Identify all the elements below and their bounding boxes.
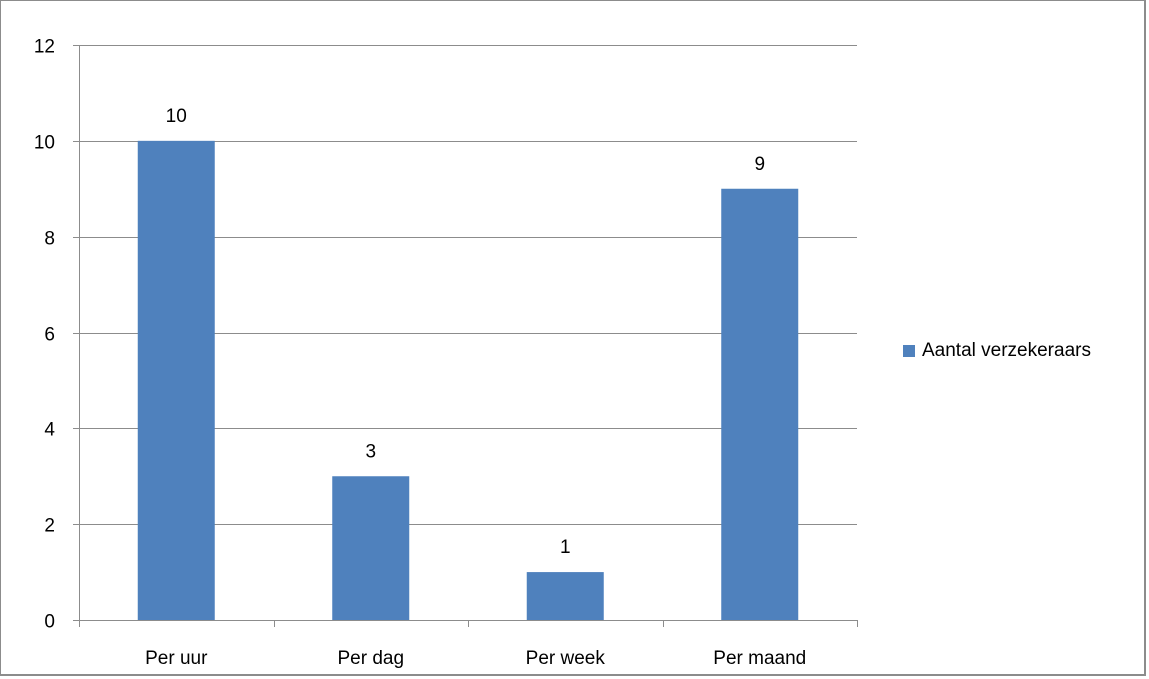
y-tick-label: 0 [44, 612, 55, 633]
data-label: 1 [560, 537, 571, 558]
x-axis: Per uur Per dag Per week Per maand [79, 620, 858, 669]
x-tick-label: Per maand [713, 648, 806, 669]
x-tick-label: Per uur [145, 648, 208, 669]
y-tick-label: 4 [44, 420, 55, 441]
y-tick-label: 12 [34, 37, 55, 58]
x-tick-label: Per dag [337, 648, 404, 669]
legend: Aantal verzekeraars [903, 340, 1091, 362]
legend-label: Aantal verzekeraars [922, 340, 1091, 361]
bars [137, 140, 799, 621]
y-tick-label: 2 [44, 516, 55, 537]
bar [721, 188, 799, 620]
y-tick-label: 10 [34, 133, 55, 154]
legend-swatch [903, 345, 915, 357]
y-tick-label: 8 [44, 229, 55, 250]
data-label: 10 [166, 106, 187, 127]
data-labels: 10 3 1 9 [166, 106, 765, 558]
data-label: 3 [365, 441, 376, 462]
bar [137, 140, 215, 621]
data-label: 9 [754, 154, 765, 175]
x-tick-label: Per week [526, 648, 606, 669]
y-axis-ticks: 0 2 4 6 8 10 12 [34, 37, 80, 633]
bar [332, 476, 410, 620]
bar [526, 572, 604, 620]
y-tick-label: 6 [44, 325, 55, 346]
